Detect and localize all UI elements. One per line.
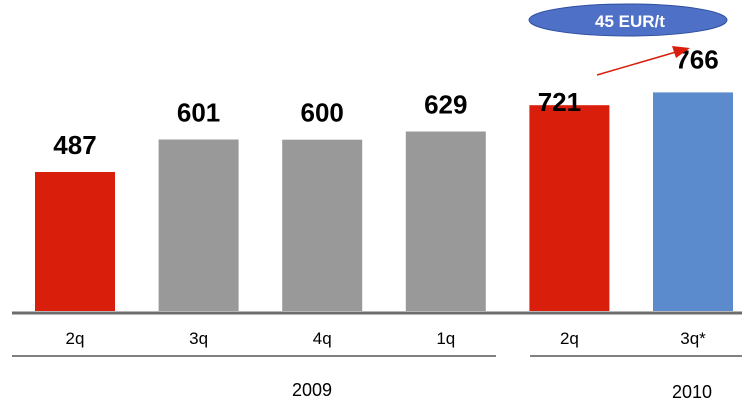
annotation-badge (528, 3, 728, 37)
value-label-0: 487 (53, 130, 96, 160)
group-label-2010: 2010 (672, 382, 712, 402)
annotation-badge-text: 45 EUR/t (595, 12, 665, 31)
annotation: 45 EUR/t (528, 3, 728, 76)
bar-3 (405, 131, 486, 311)
tick-label-2: 4q (313, 329, 332, 348)
tick-labels-layer: 2q 3q 4q 1q 2q 3q* (66, 329, 707, 348)
bar-5 (653, 92, 733, 312)
tick-label-4: 2q (560, 329, 579, 348)
tick-label-3: 1q (436, 329, 455, 348)
value-label-4: 721 (538, 87, 581, 117)
tick-label-0: 2q (66, 329, 85, 348)
group-label-2009: 2009 (292, 380, 332, 400)
bar-1 (158, 139, 239, 311)
value-label-2: 600 (301, 98, 344, 128)
bar-0 (35, 172, 115, 311)
bar-2 (282, 139, 363, 311)
value-label-1: 601 (177, 98, 220, 128)
annotation-arrowhead (672, 46, 690, 58)
tick-label-5: 3q* (680, 329, 706, 348)
bars-layer (35, 92, 733, 312)
tick-label-1: 3q (189, 329, 208, 348)
value-label-3: 629 (424, 90, 467, 120)
annotation-arrow (596, 51, 677, 76)
bar-4 (529, 105, 610, 311)
